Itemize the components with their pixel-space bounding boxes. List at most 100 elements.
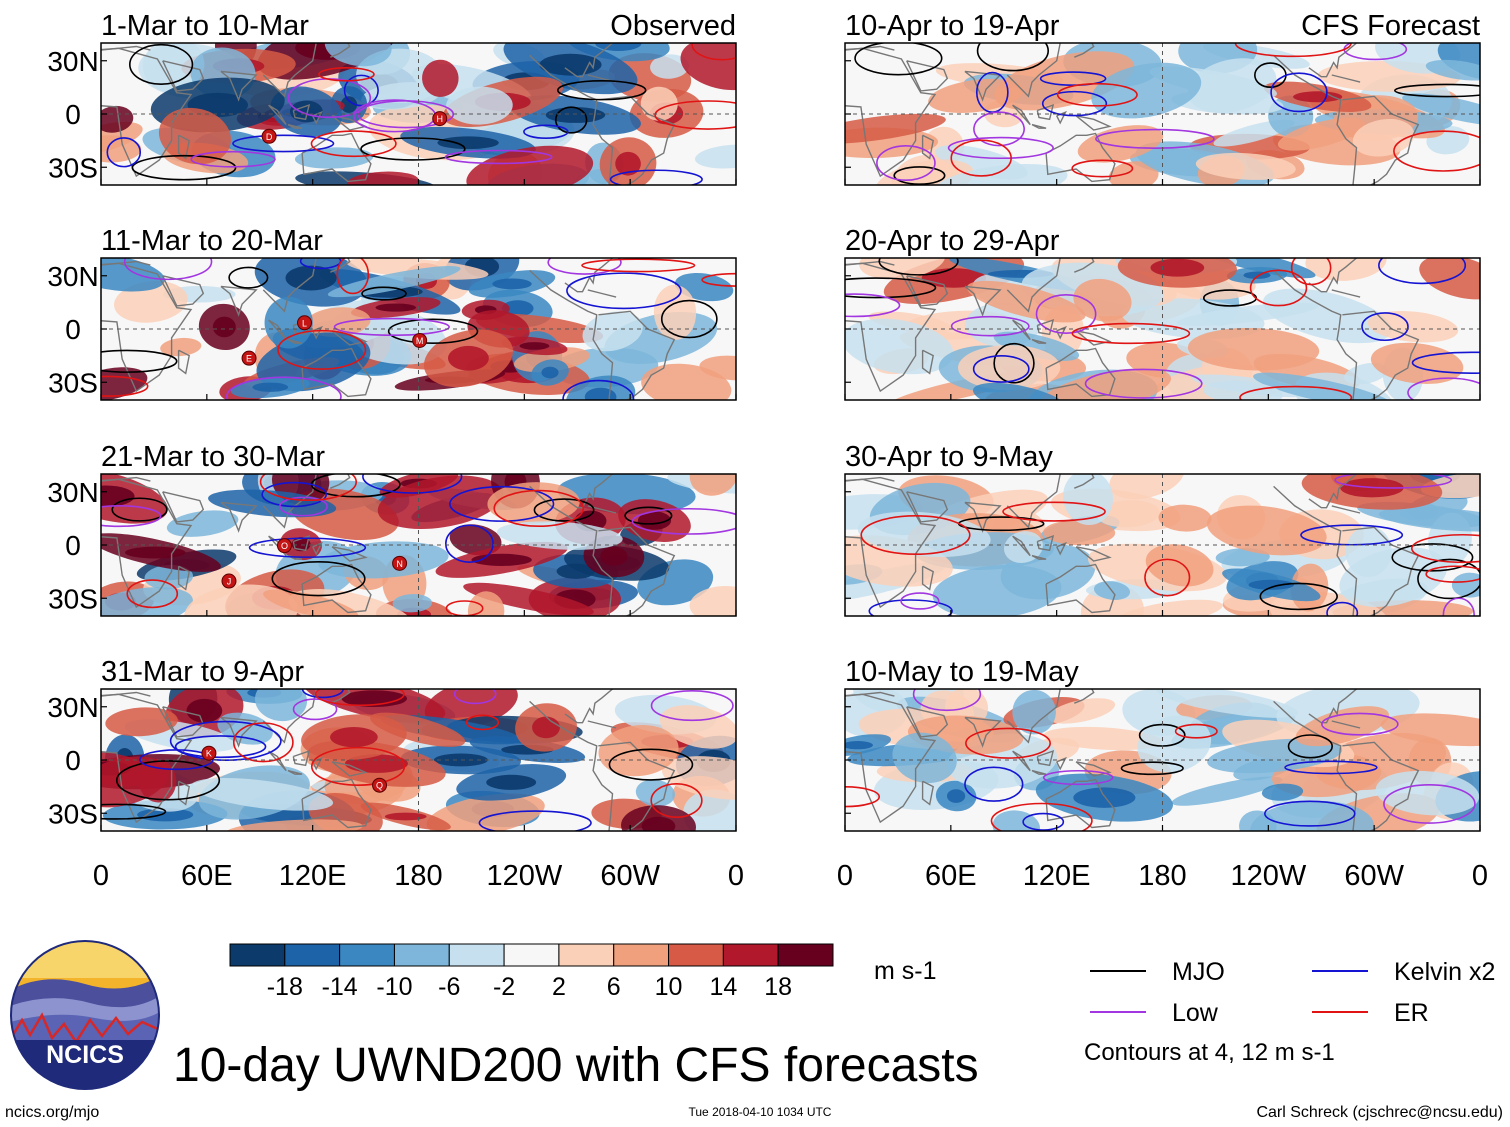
- contour-er: [314, 689, 405, 707]
- coastline: [1006, 689, 1061, 744]
- coastline: [1074, 43, 1095, 58]
- cyclone-marker: H: [432, 111, 448, 127]
- coastline: [101, 476, 151, 482]
- contour-mjo: [1417, 558, 1480, 600]
- coastline: [1308, 258, 1357, 293]
- cyclone-marker: K: [201, 745, 217, 761]
- contour-lines: [101, 258, 736, 400]
- coastline: [101, 47, 193, 178]
- contour-er: [465, 714, 500, 731]
- y-tick-label: 30N: [47, 692, 98, 723]
- coastline: [964, 285, 1002, 317]
- coastline: [177, 134, 190, 160]
- coastline: [1074, 258, 1095, 273]
- anomaly-core: [492, 278, 532, 290]
- coastline: [330, 474, 351, 489]
- footer-site-link[interactable]: ncics.org/mjo: [5, 1104, 99, 1121]
- contour-low: [845, 293, 901, 318]
- colorbar-label: -18: [267, 973, 303, 1001]
- contour-lines: [101, 689, 734, 831]
- panel-title: 30-Apr to 9-May: [845, 441, 1053, 473]
- panel-title: 20-Apr to 29-Apr: [845, 225, 1060, 257]
- coastline: [1006, 474, 1061, 529]
- panel-title: 31-Mar to 9-Apr: [101, 656, 304, 688]
- anomaly-blob: [142, 43, 205, 93]
- anomaly-blob: [324, 43, 392, 67]
- coastline: [1342, 526, 1420, 616]
- anomaly-core: [501, 300, 534, 317]
- continent-outlines: [845, 43, 1420, 185]
- contour-mjo: [131, 154, 237, 181]
- coastline: [529, 700, 614, 831]
- legend-label: MJO: [1172, 958, 1225, 986]
- anomaly-blob: [934, 163, 1068, 185]
- colorbar-swatch: [229, 943, 286, 967]
- contour-kelvin-x2: [868, 599, 953, 616]
- anomaly-core: [545, 107, 606, 123]
- contour-low: [444, 149, 553, 165]
- anomaly-blob: [467, 591, 505, 616]
- coastline: [564, 43, 613, 78]
- coastline: [1012, 750, 1031, 772]
- contour-er: [1411, 533, 1480, 564]
- y-tick-label: 30S: [48, 152, 98, 183]
- contour-mjo: [129, 43, 194, 85]
- contour-mjo: [101, 349, 178, 373]
- anomaly-blob: [859, 258, 946, 280]
- cyclone-symbol: [276, 538, 292, 554]
- colorbar: -18 -14 -10 -6 -2 2 6 10 14 18: [229, 943, 834, 1001]
- coastline: [845, 691, 895, 697]
- coastline: [1273, 269, 1358, 400]
- anomaly-core: [252, 382, 289, 392]
- contour-low: [1383, 784, 1476, 824]
- contour-er: [232, 722, 294, 763]
- contour-er: [990, 802, 1093, 831]
- contour-low: [453, 689, 497, 705]
- anomaly-blob: [346, 171, 419, 185]
- anomaly-blob: [1063, 474, 1114, 525]
- anomaly-blob: [966, 280, 1086, 323]
- coastline: [220, 501, 258, 533]
- cyclone-marker: J: [221, 573, 237, 589]
- contour-low: [650, 690, 734, 722]
- contour-low: [547, 258, 622, 275]
- panel-title: 1-Mar to 10-Mar: [101, 10, 309, 42]
- coastline: [906, 60, 949, 92]
- anomaly-blob: [1202, 380, 1283, 400]
- x-tick-label: 180: [394, 860, 442, 892]
- anomaly-blob: [650, 54, 690, 79]
- contour-mjo: [111, 497, 168, 522]
- anomaly-core: [845, 741, 873, 750]
- anomaly-blob: [190, 778, 334, 811]
- contour-low: [973, 111, 1025, 147]
- contour-kelvin-x2: [478, 810, 592, 831]
- contour-kelvin-x2: [169, 720, 282, 762]
- legend-label: Kelvin x2: [1394, 958, 1495, 986]
- panel-p1: D H 1-Mar to 10-Mar Observed 30N 0 30S: [47, 10, 737, 186]
- coastline: [564, 474, 613, 509]
- cyclone-marker: N: [392, 555, 408, 571]
- anomaly-blob: [1206, 505, 1327, 556]
- anomaly-blob: [1171, 776, 1283, 806]
- contour-low: [1407, 377, 1480, 400]
- contour-kelvin-x2: [1361, 312, 1409, 342]
- contour-mjo: [845, 277, 937, 299]
- contour-er: [1071, 322, 1191, 345]
- anomaly-blob: [992, 810, 1041, 831]
- anomaly-blob: [377, 475, 504, 530]
- contour-lines: [845, 258, 1480, 400]
- contour-lines: [845, 689, 1476, 831]
- anomaly-blob: [1420, 474, 1480, 499]
- coastline: [262, 43, 317, 98]
- anomaly-blob: [689, 586, 736, 616]
- panel-p6: 20-Apr to 29-Apr: [844, 225, 1481, 401]
- coastline: [1075, 115, 1112, 131]
- anomaly-blob: [226, 819, 363, 831]
- contour-kelvin-x2: [1263, 800, 1356, 827]
- contour-low: [123, 258, 213, 281]
- coastline: [1331, 720, 1361, 729]
- coastline: [1308, 43, 1357, 78]
- contour-er: [318, 67, 375, 82]
- anomaly-core: [595, 43, 642, 51]
